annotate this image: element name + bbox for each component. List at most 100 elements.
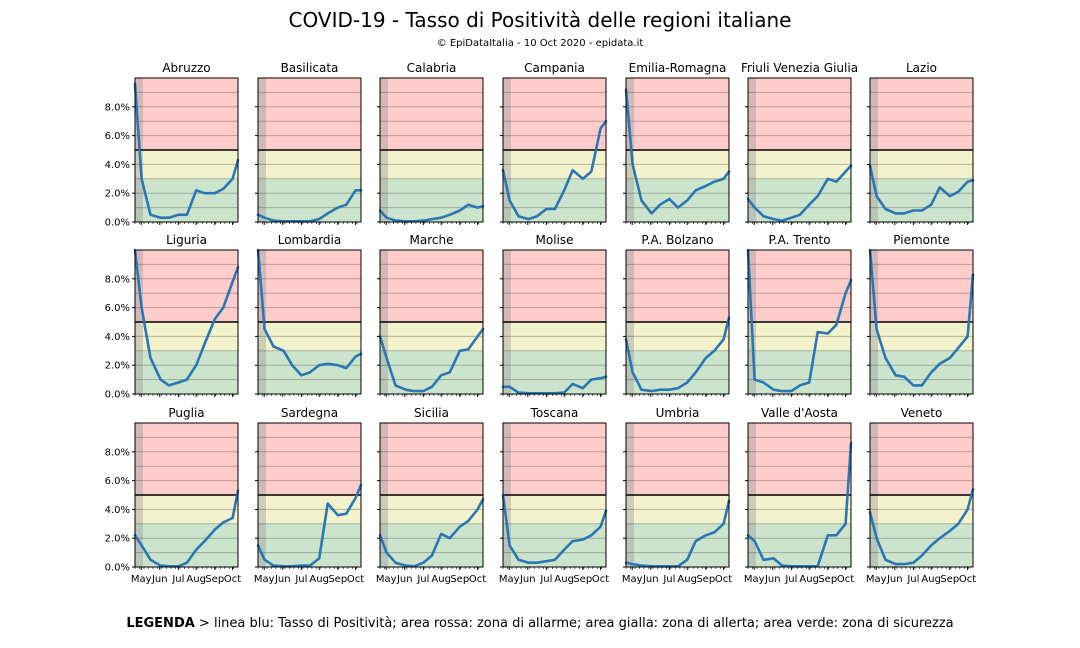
panel-title: Veneto — [901, 406, 943, 420]
panel-molise: Molise — [500, 233, 608, 397]
x-tick-label: Jun — [642, 574, 659, 585]
panel-frame — [869, 422, 974, 568]
panel-title: Molise — [536, 233, 574, 247]
x-tick-label: May — [499, 574, 520, 585]
positivity-line — [256, 483, 363, 568]
y-tick-label: 8.0% — [105, 102, 130, 113]
panel-title: Emilia-Romagna — [629, 61, 727, 75]
panel-frame — [134, 249, 239, 395]
positivity-line — [868, 248, 975, 387]
panel-lombardia: Lombardia — [255, 233, 363, 397]
green-zone — [870, 350, 973, 394]
panel-title: Lazio — [906, 61, 937, 75]
y-tick-label: 2.0% — [105, 361, 130, 372]
green-zone — [626, 350, 729, 394]
positivity-line — [746, 164, 853, 222]
y-tick-label: 0.0% — [105, 563, 130, 574]
panel-sicilia: Sicilia May Jun Jul Aug Sep Oct — [376, 406, 486, 585]
x-tick-label: Jun — [396, 574, 413, 585]
panel-title: Toscana — [530, 406, 579, 420]
panel-p-a-bolzano: P.A. Bolzano — [623, 233, 731, 397]
panel-frame — [869, 249, 974, 395]
x-tick-label: May — [376, 574, 397, 585]
red-zone — [380, 250, 483, 322]
y-tick-label: 2.0% — [105, 534, 130, 545]
panel-frame — [625, 77, 730, 223]
x-tick-label: Jul — [662, 574, 675, 585]
panel-title: Sardegna — [281, 406, 338, 420]
y-tick-label: 6.0% — [105, 476, 130, 487]
green-zone — [135, 350, 238, 394]
legend-caption: LEGENDA > linea blu: Tasso di Positività… — [0, 616, 1080, 631]
x-tick-label: Aug — [799, 574, 819, 585]
x-tick-label: Sep — [940, 574, 959, 585]
x-tick-label: May — [254, 574, 275, 585]
x-tick-label: Jul — [906, 574, 919, 585]
x-tick-label: Oct — [837, 574, 854, 585]
x-tick-label: Oct — [469, 574, 486, 585]
positivity-line — [501, 119, 608, 221]
panel-frame — [379, 77, 484, 223]
green-zone — [748, 350, 851, 394]
panel-title: Friuli Venezia Giulia — [741, 61, 858, 75]
panel-title: Marche — [410, 233, 454, 247]
y-tick-label: 4.0% — [105, 160, 130, 171]
yellow-zone — [748, 150, 851, 179]
panel-title: Calabria — [407, 61, 457, 75]
yellow-zone — [503, 322, 606, 351]
x-tick-label: Oct — [715, 574, 732, 585]
yellow-zone — [258, 495, 361, 524]
red-zone — [748, 78, 851, 150]
red-zone — [380, 423, 483, 495]
red-zone — [626, 423, 729, 495]
positivity-line — [378, 498, 485, 568]
positivity-line — [624, 88, 731, 215]
positivity-line — [868, 487, 975, 566]
panel-title: Basilicata — [281, 61, 339, 75]
positivity-line — [624, 499, 731, 568]
y-tick-label: 2.0% — [105, 189, 130, 200]
yellow-zone — [870, 150, 973, 179]
red-zone — [870, 250, 973, 322]
chart-title: COVID-19 - Tasso di Positività delle reg… — [288, 8, 792, 32]
panel-friuli-venezia-giulia: Friuli Venezia Giulia — [741, 61, 858, 225]
positivity-line — [746, 248, 853, 393]
x-tick-label: Aug — [921, 574, 941, 585]
red-zone — [626, 78, 729, 150]
yellow-zone — [870, 495, 973, 524]
red-zone — [135, 423, 238, 495]
x-tick-label: May — [622, 574, 643, 585]
legend-label: LEGENDA — [126, 616, 195, 631]
x-tick-label: Oct — [347, 574, 364, 585]
yellow-zone — [870, 322, 973, 351]
panel-title: Liguria — [166, 233, 207, 247]
green-zone — [503, 350, 606, 394]
yellow-zone — [503, 495, 606, 524]
y-tick-label: 8.0% — [105, 274, 130, 285]
x-tick-label: Sep — [573, 574, 592, 585]
x-tick-label: Sep — [450, 574, 469, 585]
panel-title: Puglia — [168, 406, 204, 420]
panel-frame — [625, 249, 730, 395]
panel-frame — [379, 249, 484, 395]
x-tick-label: Oct — [959, 574, 976, 585]
red-zone — [870, 78, 973, 150]
panel-piemonte: Piemonte — [867, 233, 975, 397]
panel-marche: Marche — [377, 233, 485, 397]
red-zone — [503, 423, 606, 495]
panel-title: Umbria — [656, 406, 700, 420]
red-zone — [503, 78, 606, 150]
panel-frame — [747, 77, 852, 223]
x-tick-label: Jun — [274, 574, 291, 585]
panel-title: P.A. Bolzano — [641, 233, 713, 247]
yellow-zone — [626, 150, 729, 179]
yellow-zone — [135, 150, 238, 179]
red-zone — [748, 423, 851, 495]
panel-title: P.A. Trento — [768, 233, 830, 247]
red-zone — [258, 250, 361, 322]
positivity-line — [256, 189, 363, 223]
panel-valle-d-aosta: Valle d'Aosta May Jun Jul Aug Sep Oct — [744, 406, 854, 585]
small-multiples-grid: Abruzzo 0.0% 2.0% 4.0% 6.0% 8.0% Basilicata Cal… — [105, 61, 977, 585]
green-zone — [380, 178, 483, 222]
panel-frame — [257, 249, 362, 395]
